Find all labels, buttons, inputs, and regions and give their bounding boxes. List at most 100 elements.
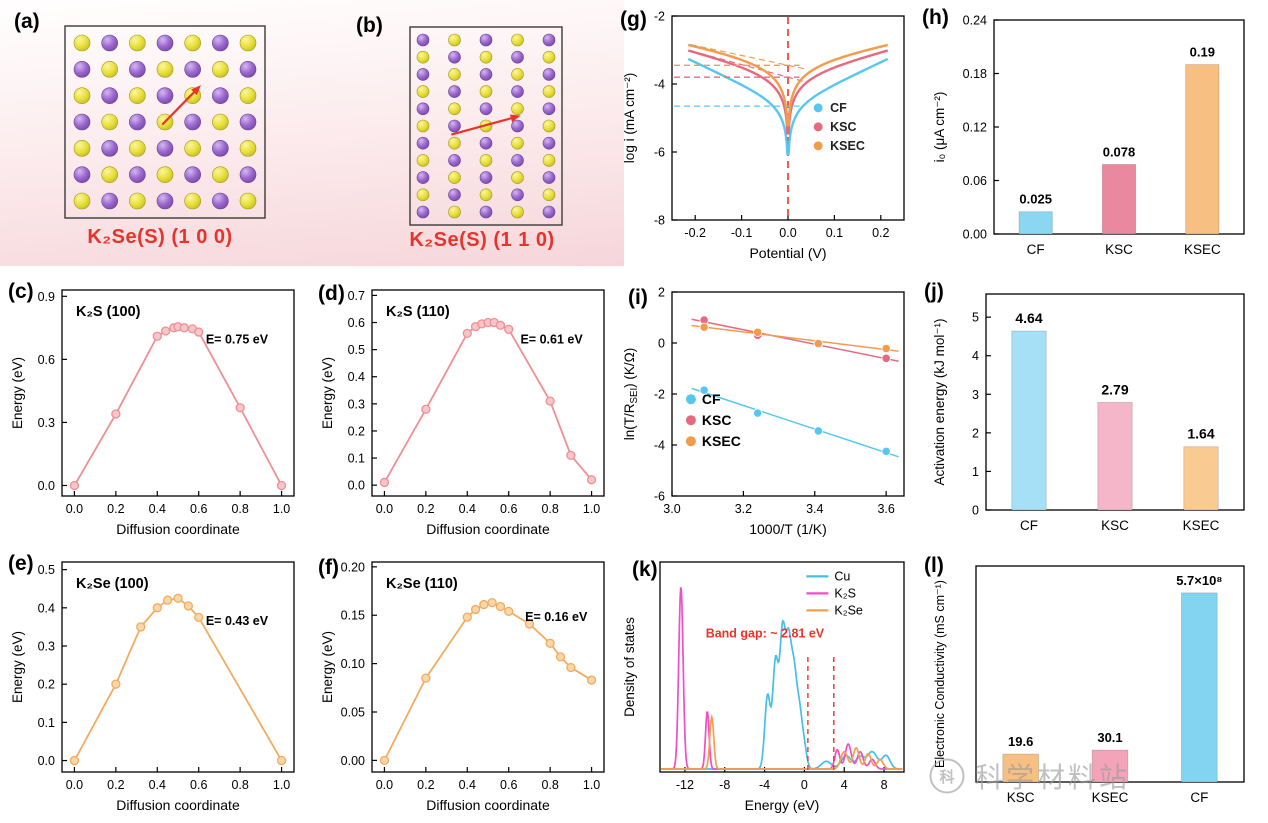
purple-atom bbox=[184, 61, 201, 78]
svg-text:E= 0.43 eV: E= 0.43 eV bbox=[206, 614, 269, 628]
yellow-atom bbox=[184, 192, 201, 210]
panel-d-chart: 0.0 0.2 0.4 0.6 0.8 1.0 0.0 0.1 0.2 0.3 0.4 0.5 0.6 0… bbox=[316, 278, 620, 542]
plot-frame bbox=[371, 289, 605, 497]
svg-text:5: 5 bbox=[972, 311, 979, 325]
svg-text:4: 4 bbox=[841, 778, 848, 792]
tafel-curve-KSC bbox=[687, 49, 889, 135]
svg-text:0.8: 0.8 bbox=[231, 778, 248, 792]
purple-atom bbox=[479, 205, 493, 219]
data-point bbox=[566, 662, 576, 673]
svg-text:0.8: 0.8 bbox=[541, 778, 558, 792]
purple-atom bbox=[479, 68, 493, 81]
yellow-atom bbox=[212, 166, 229, 183]
yellow-atom bbox=[156, 61, 174, 78]
yellow-atom bbox=[448, 171, 461, 184]
svg-text:K₂S: K₂S bbox=[834, 586, 856, 600]
panel-b-caption: K₂Se(S) (1 1 0) bbox=[409, 229, 555, 251]
bar-CF bbox=[1018, 211, 1053, 235]
svg-text:K₂Se (100): K₂Se (100) bbox=[76, 576, 149, 592]
svg-text:KSC: KSC bbox=[1101, 518, 1129, 533]
svg-text:0.6: 0.6 bbox=[190, 778, 207, 792]
legend-marker-KSC bbox=[813, 122, 823, 132]
dos-curve-K₂S bbox=[660, 587, 903, 770]
panel-a-tag: (a) bbox=[14, 10, 40, 33]
data-point bbox=[555, 652, 566, 662]
svg-text:2: 2 bbox=[972, 426, 979, 440]
purple-atom bbox=[511, 188, 524, 202]
yellow-atom bbox=[448, 136, 461, 150]
data-point-CF bbox=[699, 385, 709, 395]
panel-j-chart: 0 1 2 3 4 5 Activation energy (kJ mol⁻¹) 4.64 CF… bbox=[928, 278, 1262, 542]
svg-text:0.7: 0.7 bbox=[348, 289, 365, 303]
dos-curve-K₂Se bbox=[660, 713, 903, 770]
svg-text:0.1: 0.1 bbox=[348, 452, 365, 466]
purple-atom bbox=[479, 136, 493, 150]
svg-text:CF: CF bbox=[1190, 790, 1208, 805]
svg-text:1.0: 1.0 bbox=[583, 502, 600, 516]
yellow-atom bbox=[542, 50, 556, 64]
svg-text:KSEC: KSEC bbox=[1184, 242, 1221, 257]
panel-d-tag: (d) bbox=[318, 282, 345, 305]
diffusion-arrow bbox=[451, 116, 516, 136]
diffusion-arrow-head bbox=[191, 85, 201, 96]
yellow-atom bbox=[511, 171, 524, 184]
svg-text:-2: -2 bbox=[654, 388, 665, 402]
diffusion-arrow-head bbox=[509, 114, 521, 123]
purple-atom bbox=[448, 119, 461, 133]
svg-text:0.9: 0.9 bbox=[38, 290, 55, 304]
axes: 0.0 0.2 0.4 0.6 0.8 1.0 0.0 0.3 0.6 0.9 Diffusion … bbox=[10, 289, 295, 537]
svg-text:Energy (eV): Energy (eV) bbox=[10, 357, 25, 429]
svg-text:KSC: KSC bbox=[1007, 790, 1035, 805]
svg-text:1: 1 bbox=[972, 465, 979, 479]
panel-a-crystal-structure bbox=[40, 22, 290, 230]
data-point-KSC bbox=[881, 353, 891, 363]
panel-f-tag: (f) bbox=[318, 556, 339, 579]
svg-text:K₂Se (110): K₂Se (110) bbox=[386, 576, 458, 592]
bar-CF bbox=[1181, 592, 1218, 783]
purple-atom bbox=[212, 34, 229, 52]
panel-b-tag: (b) bbox=[356, 14, 383, 37]
data-point bbox=[111, 409, 121, 419]
panel-l-chart: Electronic Conductivity (mS cm⁻¹) 19.6 KSC… bbox=[928, 550, 1262, 818]
svg-text:KSEC: KSEC bbox=[1092, 790, 1129, 805]
svg-text:Energy (eV): Energy (eV) bbox=[745, 797, 820, 813]
svg-text:-2: -2 bbox=[654, 10, 665, 24]
svg-text:K₂Se: K₂Se bbox=[834, 603, 863, 617]
svg-text:0.5: 0.5 bbox=[348, 343, 365, 357]
svg-text:0.0: 0.0 bbox=[38, 479, 55, 493]
svg-text:0.2: 0.2 bbox=[107, 778, 124, 792]
panel-b-crystal-structure bbox=[382, 24, 592, 232]
purple-atom bbox=[156, 192, 174, 210]
purple-atom bbox=[416, 102, 430, 116]
purple-atom bbox=[212, 192, 229, 210]
svg-text:E= 0.16 eV: E= 0.16 eV bbox=[525, 610, 588, 624]
data-point bbox=[379, 477, 390, 488]
data-point bbox=[421, 673, 431, 683]
purple-atom bbox=[416, 68, 430, 81]
legend-marker-CF bbox=[813, 103, 823, 113]
purple-atom bbox=[73, 113, 91, 131]
svg-text:-0.1: -0.1 bbox=[731, 226, 753, 240]
panel-l-tag: (l) bbox=[924, 554, 944, 577]
yellow-atom bbox=[416, 85, 430, 98]
data-point bbox=[487, 597, 497, 608]
panel-j-plot-svg: 0 1 2 3 4 5 Activation energy (kJ mol⁻¹) 4.64 CF… bbox=[932, 293, 1245, 533]
svg-text:3.6: 3.6 bbox=[877, 502, 894, 516]
panel-f-plot-svg: 0.0 0.2 0.4 0.6 0.8 1.0 0.00 0.05 0.10 0.15 0.20 Di… bbox=[320, 560, 605, 813]
svg-text:0.2: 0.2 bbox=[107, 502, 124, 516]
svg-text:0.4: 0.4 bbox=[149, 502, 166, 516]
svg-text:K₂S (100): K₂S (100) bbox=[76, 304, 141, 320]
svg-text:1.0: 1.0 bbox=[273, 778, 290, 792]
data-point bbox=[183, 601, 194, 611]
svg-text:4.64: 4.64 bbox=[1015, 310, 1042, 326]
svg-text:i₀ (μA cm⁻²): i₀ (μA cm⁻²) bbox=[932, 92, 947, 163]
data-point bbox=[566, 450, 576, 460]
svg-text:0.6: 0.6 bbox=[500, 502, 517, 516]
data-point-CF bbox=[813, 426, 823, 436]
svg-text:0.2: 0.2 bbox=[417, 502, 434, 516]
purple-atom bbox=[73, 61, 91, 78]
purple-atom bbox=[416, 205, 430, 219]
data-point bbox=[462, 328, 472, 339]
svg-text:0.15: 0.15 bbox=[341, 609, 365, 623]
purple-atom bbox=[101, 192, 118, 210]
